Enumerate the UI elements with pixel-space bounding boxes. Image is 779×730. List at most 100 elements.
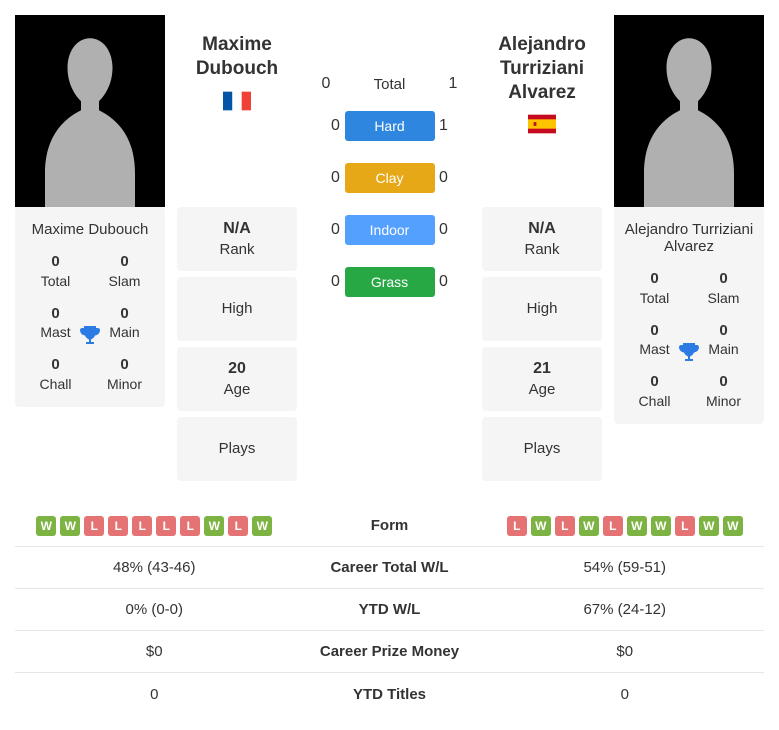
surface-p2: 0 — [435, 221, 453, 239]
ytd-wl-label: YTD W/L — [290, 601, 490, 618]
form-badge: W — [36, 516, 56, 536]
player1-column: Maxime Dubouch 0Total 0Slam 0Mast 0Main … — [15, 15, 165, 407]
p2-minor: 0Minor — [691, 372, 756, 410]
p1-header: Maxime Dubouch — [177, 15, 297, 135]
surface-row-grass: 0Grass0 — [327, 267, 453, 297]
form-badge: L — [84, 516, 104, 536]
bottom-section: WWLLLLLWLW Form LWLWLWWLWW 48% (43-46) C… — [15, 505, 764, 715]
h2h-total-row: 0 Total 1 — [317, 75, 462, 93]
player1-title-grid: 0Total 0Slam 0Mast 0Main 0Chall 0Minor — [23, 252, 157, 393]
p1-total: 0Total — [23, 252, 88, 290]
h2h-center: 0 Total 1 0Hard10Clay00Indoor00Grass0 — [309, 15, 470, 319]
form-badge: L — [156, 516, 176, 536]
p2-prize: $0 — [490, 643, 761, 660]
ytd-titles-row: 0 YTD Titles 0 — [15, 673, 764, 715]
p1-prize: $0 — [19, 643, 290, 660]
form-badge: L — [228, 516, 248, 536]
form-badge: L — [675, 516, 695, 536]
p2-ytd-titles: 0 — [490, 686, 761, 703]
form-badge: W — [651, 516, 671, 536]
player1-photo — [15, 15, 165, 207]
prize-label: Career Prize Money — [290, 643, 490, 660]
p1-age: 20Age — [177, 347, 297, 411]
p2-ytd-wl: 67% (24-12) — [490, 601, 761, 618]
career-wl-label: Career Total W/L — [290, 559, 490, 576]
player2-name: Alejandro Turriziani Alvarez — [622, 221, 756, 255]
surface-row-indoor: 0Indoor0 — [327, 215, 453, 245]
surface-row-hard: 0Hard1 — [327, 111, 453, 141]
p1-ytd-wl: 0% (0-0) — [19, 601, 290, 618]
form-badge: L — [180, 516, 200, 536]
p1-chall: 0Chall — [23, 355, 88, 393]
p2-rank: N/ARank — [482, 207, 602, 271]
surface-badge: Hard — [345, 111, 435, 141]
p1-header-name: Maxime Dubouch — [177, 33, 297, 81]
p1-rank: N/ARank — [177, 207, 297, 271]
trophy-icon — [78, 324, 102, 348]
surface-p1: 0 — [327, 221, 345, 239]
p2-slam: 0Slam — [691, 269, 756, 307]
form-row: WWLLLLLWLW Form LWLWLWWLWW — [15, 505, 764, 547]
form-badge: W — [60, 516, 80, 536]
form-badge: L — [603, 516, 623, 536]
p2-career-wl: 54% (59-51) — [490, 559, 761, 576]
silhouette-icon — [629, 27, 749, 207]
surface-p2: 1 — [435, 117, 453, 135]
p2-age: 21Age — [482, 347, 602, 411]
form-label: Form — [290, 517, 490, 534]
surface-rows: 0Hard10Clay00Indoor00Grass0 — [327, 111, 453, 319]
form-badge: L — [132, 516, 152, 536]
p2-high: High — [482, 277, 602, 341]
form-badge: W — [699, 516, 719, 536]
surface-p2: 0 — [435, 169, 453, 187]
p2-plays: Plays — [482, 417, 602, 481]
p2-chall: 0Chall — [622, 372, 687, 410]
h2h-total-label: Total — [335, 76, 444, 93]
form-badge: W — [531, 516, 551, 536]
surface-p1: 0 — [327, 273, 345, 291]
player2-photo — [614, 15, 764, 207]
ytd-wl-row: 0% (0-0) YTD W/L 67% (24-12) — [15, 589, 764, 631]
player2-meta: Alejandro Turriziani Alvarez N/ARank Hig… — [482, 15, 602, 487]
h2h-total-p2: 1 — [444, 75, 462, 93]
form-badge: W — [723, 516, 743, 536]
surface-badge: Clay — [345, 163, 435, 193]
player1-card: Maxime Dubouch 0Total 0Slam 0Mast 0Main … — [15, 207, 165, 407]
p1-career-wl: 48% (43-46) — [19, 559, 290, 576]
form-badge: W — [204, 516, 224, 536]
player1-name: Maxime Dubouch — [23, 221, 157, 238]
h2h-total-p1: 0 — [317, 75, 335, 93]
top-section: Maxime Dubouch 0Total 0Slam 0Mast 0Main … — [15, 15, 764, 487]
surface-badge: Indoor — [345, 215, 435, 245]
p1-slam: 0Slam — [92, 252, 157, 290]
p1-form: WWLLLLLWLW — [19, 516, 290, 536]
surface-p1: 0 — [327, 117, 345, 135]
form-badge: L — [108, 516, 128, 536]
silhouette-icon — [30, 27, 150, 207]
trophy-icon — [677, 341, 701, 365]
player2-title-grid: 0Total 0Slam 0Mast 0Main 0Chall 0Minor — [622, 269, 756, 410]
player2-column: Alejandro Turriziani Alvarez 0Total 0Sla… — [614, 15, 764, 424]
form-badge: L — [555, 516, 575, 536]
surface-row-clay: 0Clay0 — [327, 163, 453, 193]
p1-high: High — [177, 277, 297, 341]
player2-card: Alejandro Turriziani Alvarez 0Total 0Sla… — [614, 207, 764, 424]
france-flag-icon — [223, 91, 251, 111]
form-badge: W — [627, 516, 647, 536]
prize-row: $0 Career Prize Money $0 — [15, 631, 764, 673]
spain-flag-icon — [528, 114, 556, 134]
p1-plays: Plays — [177, 417, 297, 481]
p2-header-name: Alejandro Turriziani Alvarez — [482, 33, 602, 104]
form-badge: L — [507, 516, 527, 536]
surface-p1: 0 — [327, 169, 345, 187]
p2-total: 0Total — [622, 269, 687, 307]
surface-p2: 0 — [435, 273, 453, 291]
player1-meta: Maxime Dubouch N/ARank High 20Age Plays — [177, 15, 297, 487]
p2-form: LWLWLWWLWW — [490, 516, 761, 536]
p2-header: Alejandro Turriziani Alvarez — [482, 15, 602, 135]
p1-minor: 0Minor — [92, 355, 157, 393]
p1-ytd-titles: 0 — [19, 686, 290, 703]
ytd-titles-label: YTD Titles — [290, 686, 490, 703]
career-wl-row: 48% (43-46) Career Total W/L 54% (59-51) — [15, 547, 764, 589]
form-badge: W — [579, 516, 599, 536]
